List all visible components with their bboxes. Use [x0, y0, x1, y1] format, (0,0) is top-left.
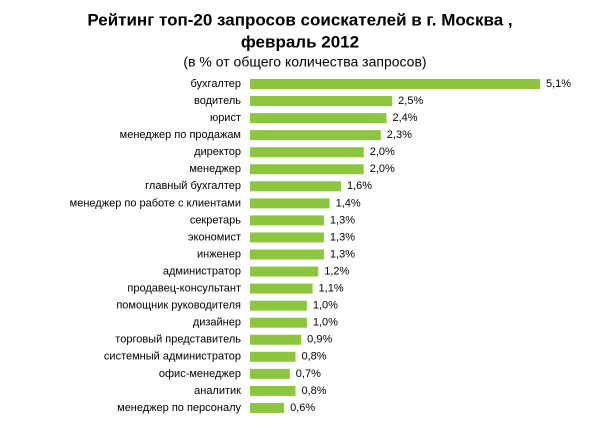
bar: [250, 215, 324, 226]
data-label: 0,7%: [296, 368, 321, 380]
bar: [250, 232, 324, 243]
y-tick-label: юрист: [210, 112, 241, 124]
data-label: 0,8%: [301, 385, 326, 397]
data-label: 1,6%: [347, 180, 372, 192]
y-tick-label: продавец-консультант: [127, 283, 241, 295]
chart-subtitle: (в % от общего количества запросов): [183, 54, 426, 70]
bar: [250, 351, 296, 362]
bar: [250, 385, 296, 396]
bar: [250, 334, 302, 345]
data-label: 1,0%: [313, 317, 338, 329]
chart-title: Рейтинг топ-20 запросов соискателей в г.…: [87, 10, 512, 29]
y-tick-label: администратор: [163, 265, 241, 277]
y-tick-label: главный бухгалтер: [145, 180, 241, 192]
bar: [250, 249, 324, 260]
data-label: 1,1%: [319, 283, 344, 295]
data-label: 5,1%: [546, 78, 571, 90]
data-label: 2,0%: [370, 146, 395, 158]
y-tick-label: офис-менеджер: [159, 368, 241, 380]
y-tick-label: менеджер: [189, 163, 241, 175]
bar: [250, 113, 387, 124]
bar: [250, 181, 341, 192]
bar: [250, 198, 330, 209]
bar: [250, 368, 290, 379]
data-label: 2,5%: [398, 95, 423, 107]
data-label: 2,0%: [370, 163, 395, 175]
bar: [250, 283, 313, 294]
y-tick-label: секретарь: [190, 214, 241, 226]
y-tick-label: директор: [194, 146, 241, 158]
chart-title: февраль 2012: [241, 32, 359, 51]
y-tick-label: системный администратор: [104, 351, 241, 363]
bar: [250, 402, 285, 413]
y-tick-label: менеджер по продажам: [120, 129, 241, 141]
y-tick-label: аналитик: [194, 385, 241, 397]
bar: [250, 147, 364, 158]
data-label: 1,4%: [336, 197, 361, 209]
y-tick-label: менеджер по персоналу: [117, 402, 241, 414]
bar: [250, 266, 319, 277]
bar: [250, 317, 307, 328]
bar: [250, 300, 307, 311]
data-label: 1,2%: [324, 265, 349, 277]
data-label: 1,0%: [313, 300, 338, 312]
bar: [250, 130, 381, 141]
data-label: 1,3%: [330, 248, 355, 260]
data-label: 0,6%: [290, 402, 315, 414]
data-label: 0,8%: [301, 351, 326, 363]
data-label: 0,9%: [307, 334, 332, 346]
data-label: 2,4%: [392, 112, 417, 124]
y-tick-label: водитель: [194, 95, 241, 107]
bar: [250, 96, 393, 107]
y-tick-label: торговый представитель: [115, 334, 241, 346]
y-tick-label: дизайнер: [193, 317, 241, 329]
bar: [250, 164, 364, 175]
y-tick-label: помощник руководителя: [116, 300, 241, 312]
data-label: 1,3%: [330, 214, 355, 226]
y-tick-label: бухгалтер: [190, 78, 241, 90]
y-tick-label: менеджер по работе с клиентами: [70, 197, 241, 209]
data-label: 2,3%: [387, 129, 412, 141]
bar: [250, 79, 540, 89]
data-label: 1,3%: [330, 231, 355, 243]
y-tick-label: инженер: [197, 248, 241, 260]
y-tick-label: экономист: [188, 231, 241, 243]
